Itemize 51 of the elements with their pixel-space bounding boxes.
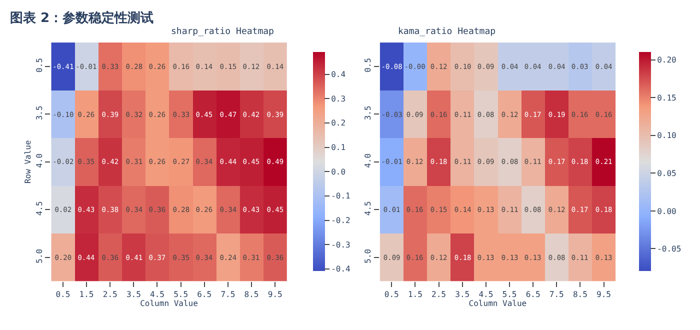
color-bar-label: 0.05 [657, 168, 677, 178]
x-tick-label: 1.5 [79, 290, 94, 299]
y-tick-label: 5.0 [364, 248, 373, 264]
color-bar-label: 0.3 [331, 94, 346, 104]
x-tick-label: 7.5 [220, 290, 236, 299]
color-bar-label: 0.1 [331, 143, 346, 152]
y-tick-label: 5.0 [34, 248, 44, 264]
x-tick-label: 3.5 [126, 290, 142, 299]
color-bar-label: -0.1 [331, 192, 351, 201]
color-bar-label: 0.00 [657, 206, 677, 216]
x-tick-label: 0.5 [384, 290, 400, 299]
y-tick-label: 0.5 [34, 58, 44, 72]
x-tick-label: 7.5 [549, 290, 564, 299]
x-tick-label: 5.5 [502, 290, 517, 299]
x-tick-label: 9.5 [596, 290, 612, 299]
x-tick-label: 3.5 [455, 290, 470, 299]
color-bar-label: -0.3 [331, 240, 351, 250]
y-tick-label: 4.5 [34, 200, 44, 216]
x-tick-label: 4.5 [478, 290, 494, 299]
color-bar-label: -0.05 [657, 244, 682, 254]
chart-title: sharp_ratio Heatmap [171, 27, 274, 37]
x-tick-label: 4.5 [150, 290, 165, 299]
color-bar-label: 0.4 [331, 70, 346, 80]
x-tick-label: 6.5 [526, 290, 540, 299]
color-bar-label: 0.15 [657, 93, 677, 102]
y-tick-label: 4.0 [364, 153, 373, 168]
x-tick-label: 0.5 [56, 290, 70, 299]
x-axis-title: Column Value [468, 298, 527, 308]
x-axis-title: Column Value [140, 298, 198, 308]
color-bar-label: -0.2 [331, 216, 351, 226]
color-bar-label: -0.4 [331, 264, 351, 274]
x-tick-label: 1.5 [408, 290, 423, 299]
x-tick-label: 2.5 [102, 290, 118, 299]
y-tick-label: 3.5 [34, 106, 44, 120]
y-tick-label: 3.5 [364, 106, 373, 120]
y-axis-title: Row Value [24, 140, 33, 184]
y-tick-label: 4.0 [34, 153, 44, 168]
text: 图表 2：参数稳定性测试 [10, 10, 154, 26]
y-tick-label: 0.5 [364, 58, 373, 72]
y-tick-label: 4.5 [364, 200, 373, 216]
color-bar-label: 0.10 [657, 131, 677, 140]
x-tick-label: 8.5 [572, 290, 588, 299]
x-tick-label: 8.5 [244, 290, 259, 299]
x-tick-label: 5.5 [174, 290, 188, 299]
x-tick-label: 6.5 [197, 290, 212, 299]
x-tick-label: 9.5 [268, 290, 282, 299]
x-tick-label: 2.5 [432, 290, 446, 299]
color-bar-label: 0.20 [657, 56, 677, 65]
chart-title: kama_ratio Heatmap [398, 27, 496, 37]
color-bar-label: 0.0 [331, 167, 346, 176]
color-bar-label: 0.2 [331, 118, 346, 128]
